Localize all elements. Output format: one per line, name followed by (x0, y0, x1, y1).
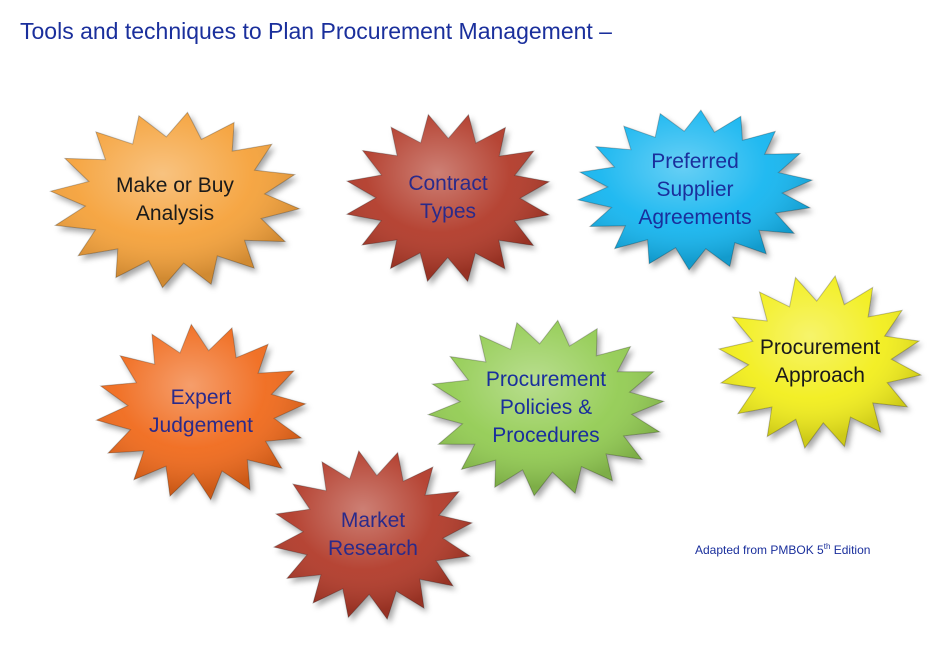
starburst-gloss (719, 276, 921, 448)
starburst-expert-judgement (95, 323, 307, 501)
label-line: Expert (170, 386, 232, 409)
slide-title: Tools and techniques to Plan Procurement… (20, 18, 612, 44)
label-line: Analysis (135, 202, 215, 225)
starburst-gloss (50, 112, 300, 288)
starburst-gloss (428, 320, 664, 496)
label-market-research: Market Research (273, 450, 473, 620)
credit-superscript: th (823, 542, 831, 551)
label-preferred-supplier-agreements: Preferred Supplier Agreements (577, 110, 813, 270)
label-make-or-buy-analysis: Make or Buy Analysis (50, 112, 300, 288)
label-line: Policies & (499, 396, 593, 419)
label-line: Preferred (651, 150, 739, 173)
starburst-market-research (272, 449, 474, 621)
label-line: Contract (408, 172, 488, 195)
label-expert-judgement: Expert Judgement (96, 324, 306, 500)
starburst-procurement-policies-procedures (426, 319, 666, 497)
starburst-preferred-supplier-agreements (576, 109, 814, 271)
credit-suffix: Edition (830, 543, 871, 557)
label-line: Research (328, 537, 418, 560)
label-line: Supplier (656, 178, 734, 201)
starburst-procurement-approach (717, 274, 923, 450)
label-line: Procurement (759, 336, 881, 359)
starburst-gloss (274, 450, 472, 620)
label-line: Procurement (485, 368, 607, 391)
label-line: Procedures (492, 424, 600, 447)
label-contract-types: Contract Types (345, 113, 551, 283)
starburst-gloss (96, 324, 306, 500)
label-line: Approach (775, 364, 865, 387)
label-line: Market (340, 509, 406, 532)
label-procurement-approach: Procurement Approach (718, 275, 922, 449)
source-credit: Adapted from PMBOK 5th Edition (695, 542, 870, 557)
label-line: Agreements (638, 206, 752, 229)
starburst-make-or-buy-analysis (49, 111, 301, 289)
starburst-contract-types (345, 113, 551, 283)
credit-prefix: Adapted from PMBOK 5 (695, 543, 824, 557)
label-procurement-policies-procedures: Procurement Policies & Procedures (428, 320, 664, 496)
label-line: Make or Buy (116, 174, 234, 197)
label-line: Judgement (149, 414, 253, 437)
label-line: Types (419, 200, 477, 223)
starburst-gloss (346, 114, 550, 282)
starburst-gloss (577, 110, 813, 270)
